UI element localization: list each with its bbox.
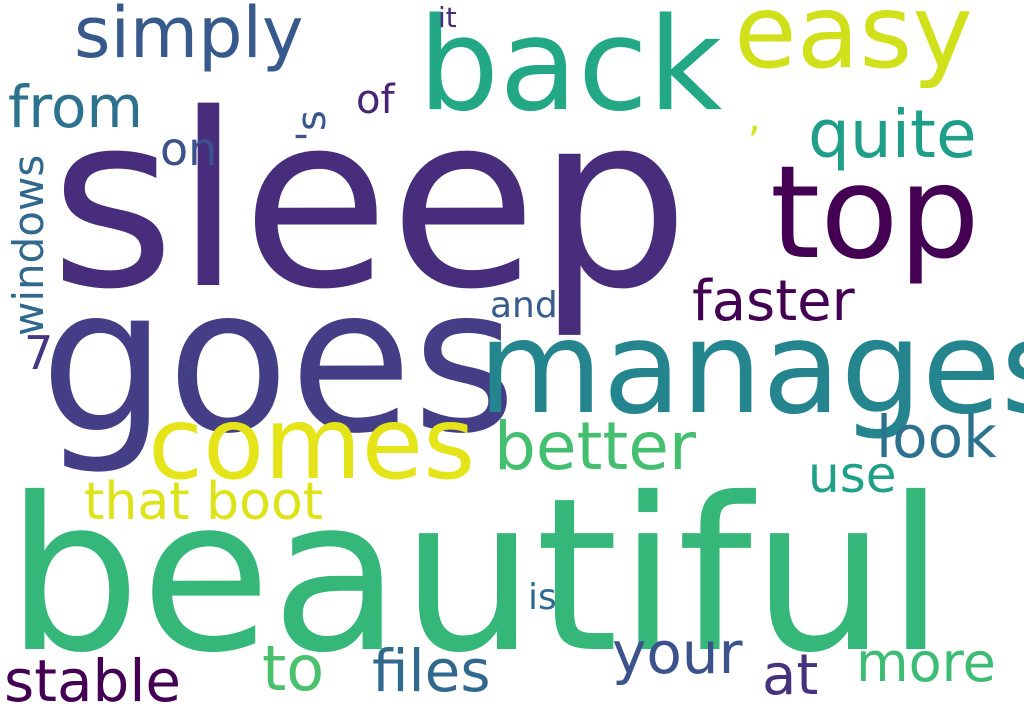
word-manages: manages	[478, 294, 1024, 443]
word-period: .	[188, 350, 195, 375]
word-quite: quite	[808, 96, 977, 173]
word-on: on	[160, 122, 218, 176]
word-look: look	[876, 403, 997, 471]
word-comes: comes	[148, 385, 476, 502]
word-at: at	[762, 643, 819, 708]
word-to: to	[262, 632, 325, 705]
word-stable: stable	[4, 647, 182, 715]
word-of: of	[356, 77, 395, 123]
word-your: your	[612, 619, 743, 687]
word-beautiful: beautiful	[6, 452, 946, 699]
word-more: more	[856, 631, 996, 694]
word-sleep: sleep	[50, 62, 690, 342]
word-it: it	[438, 1, 457, 34]
word-better: better	[494, 408, 696, 485]
word-windows: windows	[4, 154, 53, 336]
word-comma: ,	[748, 95, 761, 141]
word-back: back	[418, 0, 723, 140]
word-goes: goes	[40, 245, 517, 478]
word-and: and	[490, 285, 558, 326]
word-easy: easy	[734, 0, 973, 92]
word-apostrophe-s: 's	[289, 110, 335, 142]
word-7: 7	[24, 326, 54, 380]
word-top: top	[770, 139, 980, 288]
word-simply: simply	[74, 0, 304, 74]
word-files: files	[372, 637, 491, 705]
word-that-boot: that boot	[84, 472, 324, 532]
word-is: is	[528, 577, 557, 618]
word-faster: faster	[692, 269, 855, 334]
word-from: from	[8, 73, 143, 141]
word-use: use	[808, 446, 897, 504]
